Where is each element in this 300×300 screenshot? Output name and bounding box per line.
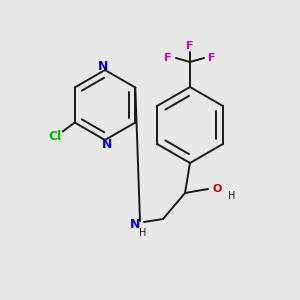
Text: F: F — [164, 53, 172, 63]
Text: N: N — [98, 59, 108, 73]
Text: F: F — [186, 41, 194, 51]
Text: O: O — [212, 184, 222, 194]
Text: F: F — [208, 53, 216, 63]
Text: H: H — [139, 228, 147, 238]
Text: H: H — [228, 191, 236, 201]
Text: N: N — [130, 218, 140, 230]
Text: N: N — [102, 137, 112, 151]
Text: Cl: Cl — [48, 130, 61, 143]
